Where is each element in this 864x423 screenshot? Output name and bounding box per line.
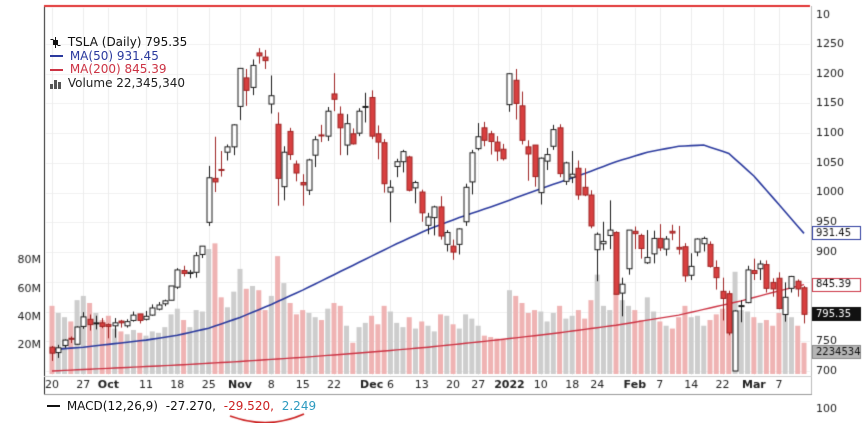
volume-label: Volume 22,345,340: [67, 75, 185, 90]
macd-label: MACD(12,26,9): [66, 398, 158, 413]
legend-ma50-row[interactable]: MA(50) 931.45: [50, 48, 187, 64]
macd-hist-value: 2.249: [281, 398, 317, 413]
legend-symbol-row[interactable]: TSLA (Daily) 795.35: [50, 36, 187, 50]
macd-value: -27.270,: [165, 398, 216, 413]
ma200-line-icon: [50, 68, 63, 71]
macd-legend[interactable]: MACD(12,26,9) -27.270, -29.520, 2.249: [47, 398, 320, 413]
candlestick-icon: [50, 37, 61, 48]
volume-bars-icon: [50, 79, 61, 89]
macd-signal-value: -29.520,: [223, 398, 274, 413]
symbol-label: TSLA (Daily) 795.35: [67, 35, 188, 49]
legend-ma200-row[interactable]: MA(200) 845.39: [50, 63, 187, 77]
legend-volume-row[interactable]: Volume 22,345,340: [50, 75, 187, 91]
chart-legend: TSLA (Daily) 795.35 MA(50) 931.45 MA(200…: [50, 36, 187, 90]
ma50-label: MA(50) 931.45: [69, 48, 159, 63]
ma50-line-icon: [50, 55, 63, 57]
ma200-label: MA(200) 845.39: [69, 62, 167, 76]
macd-line-icon: [47, 404, 60, 407]
